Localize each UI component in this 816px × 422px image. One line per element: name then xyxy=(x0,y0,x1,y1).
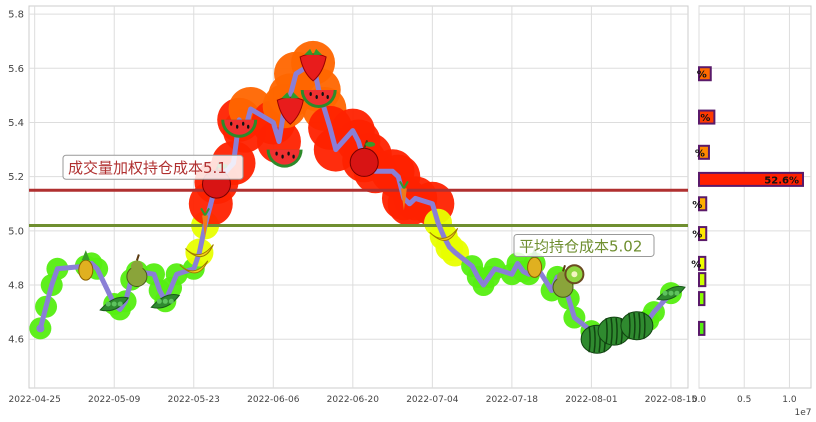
banana-marker xyxy=(429,227,459,241)
volume-bar xyxy=(698,66,712,82)
volume-bar xyxy=(698,272,707,288)
x-tick-label: 2022-07-18 xyxy=(486,395,539,405)
volume-bar-label: % xyxy=(700,113,710,124)
apple-marker xyxy=(349,140,379,177)
x-tick-label: 2022-07-04 xyxy=(406,395,459,405)
volume-bar xyxy=(698,255,707,271)
volume-bar xyxy=(698,109,716,125)
watermelon-marker xyxy=(266,149,303,168)
volume-bar-label: % xyxy=(692,200,702,211)
side-axis-multiplier: 1e7 xyxy=(795,408,812,418)
watermelon-marker xyxy=(300,90,337,108)
x-tick-label: 2022-04-25 xyxy=(9,395,61,405)
y-tick-label: 5.8 xyxy=(8,10,24,21)
x-tick-label: 2022-08-01 xyxy=(565,395,617,405)
y-tick-label: 5.0 xyxy=(8,226,24,237)
x-tick-label: 2022-06-20 xyxy=(327,395,380,405)
fruit-layer xyxy=(36,48,686,354)
volume-bar-label: 52.6% xyxy=(764,175,799,186)
strawberry-marker xyxy=(299,48,327,82)
side-x-tick-label: 0.0 xyxy=(692,395,707,405)
y-tick-label: 4.6 xyxy=(8,335,24,346)
volume-bar xyxy=(698,196,708,212)
volume-bar-label: % xyxy=(692,230,702,241)
volume-bar xyxy=(698,291,706,307)
main-price-plot: 4.6 4.8 5.0 5.2 5.4 5.6 5.8 2022-04-25 2022-05-0… xyxy=(8,5,697,405)
pea-pod-marker xyxy=(656,285,686,301)
volume-bar-label: % xyxy=(695,148,705,159)
pea-pod-marker xyxy=(99,296,130,312)
watermelon-whole-marker xyxy=(620,311,654,341)
pear-marker xyxy=(126,254,148,287)
carrot-marker xyxy=(200,207,210,238)
vwap-cost-text: 成交量加权持仓成本5.1 xyxy=(68,159,227,177)
volume-bar-label: % xyxy=(691,259,701,270)
x-tick-label: 2022-05-09 xyxy=(88,395,141,405)
y-tick-label: 5.6 xyxy=(8,64,24,75)
volume-bar xyxy=(698,226,708,242)
x-tick-label: 2022-05-23 xyxy=(168,395,220,405)
y-tick-label: 5.4 xyxy=(8,118,24,129)
volume-bar xyxy=(698,144,710,160)
vwap-cost-label: 成交量加权持仓成本5.1 xyxy=(62,154,244,180)
dot-marker xyxy=(36,324,45,333)
banana-marker xyxy=(185,244,214,257)
carrot-marker xyxy=(399,180,409,211)
y-tick-label: 5.2 xyxy=(8,172,24,183)
volume-bar xyxy=(698,171,804,187)
avg-cost-text: 平均持仓成本5.02 xyxy=(519,237,642,255)
side-x-tick-label: 1.0 xyxy=(782,395,797,405)
pea-pod-marker xyxy=(150,294,181,309)
strawberry-marker xyxy=(276,92,304,125)
volume-bar xyxy=(698,320,706,336)
x-tick-label: 2022-06-06 xyxy=(247,395,300,405)
x-tick-label: 2022-08-15 xyxy=(645,395,697,405)
volume-bar-label: % xyxy=(697,70,707,81)
banana-marker xyxy=(179,260,209,274)
pineapple-marker xyxy=(78,250,94,281)
watermelon-marker xyxy=(221,119,258,138)
kiwi-marker xyxy=(564,264,585,285)
y-tick-label: 4.8 xyxy=(8,281,24,292)
side-plot-area xyxy=(698,5,812,389)
side-volume-plot: 0.0 0.5 1.0 1e7%%% 52.6%%%% xyxy=(691,5,812,418)
avg-cost-label: 平均持仓成本5.02 xyxy=(513,233,655,257)
side-x-tick-label: 0.5 xyxy=(737,395,751,405)
